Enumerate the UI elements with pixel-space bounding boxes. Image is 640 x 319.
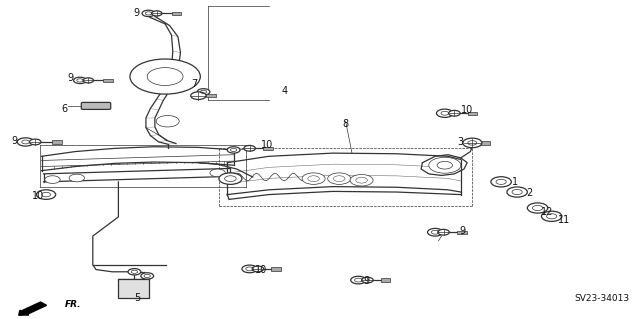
FancyArrow shape <box>19 302 47 315</box>
Circle shape <box>69 174 84 182</box>
Circle shape <box>141 273 154 279</box>
Text: 8: 8 <box>342 119 349 130</box>
Text: 6: 6 <box>61 104 67 114</box>
Circle shape <box>491 177 511 187</box>
Circle shape <box>156 115 179 127</box>
FancyBboxPatch shape <box>481 141 490 145</box>
Circle shape <box>429 157 461 173</box>
FancyBboxPatch shape <box>81 102 111 109</box>
Text: 2: 2 <box>527 188 533 198</box>
Circle shape <box>449 110 460 116</box>
Circle shape <box>428 228 443 236</box>
Text: 9: 9 <box>67 73 74 83</box>
FancyBboxPatch shape <box>206 94 216 97</box>
Text: 9: 9 <box>133 8 140 19</box>
Circle shape <box>45 176 60 183</box>
Circle shape <box>219 173 242 184</box>
Text: 10: 10 <box>461 105 473 115</box>
Circle shape <box>242 265 257 273</box>
FancyBboxPatch shape <box>381 278 390 282</box>
Circle shape <box>244 145 255 151</box>
Text: SV23-34013: SV23-34013 <box>574 294 629 303</box>
FancyBboxPatch shape <box>263 147 273 150</box>
Circle shape <box>36 190 56 199</box>
Circle shape <box>527 203 548 213</box>
Circle shape <box>350 174 373 186</box>
Text: 9: 9 <box>364 276 370 286</box>
FancyBboxPatch shape <box>457 231 467 234</box>
Circle shape <box>128 269 141 275</box>
Circle shape <box>74 77 86 84</box>
Text: 3: 3 <box>458 137 464 147</box>
FancyBboxPatch shape <box>103 79 113 82</box>
Circle shape <box>152 11 162 16</box>
Text: FR.: FR. <box>65 300 82 309</box>
FancyBboxPatch shape <box>271 267 281 271</box>
Circle shape <box>191 92 206 100</box>
Text: 12: 12 <box>541 207 553 217</box>
Text: 10: 10 <box>255 264 267 275</box>
Text: 9: 9 <box>460 226 466 236</box>
Circle shape <box>438 229 449 235</box>
Text: 10: 10 <box>32 191 45 201</box>
Circle shape <box>197 89 210 95</box>
Circle shape <box>464 139 481 147</box>
Circle shape <box>541 211 562 221</box>
Circle shape <box>17 138 34 146</box>
Circle shape <box>210 169 225 177</box>
Circle shape <box>227 147 240 153</box>
Text: 1: 1 <box>512 177 518 187</box>
FancyBboxPatch shape <box>468 112 477 115</box>
Circle shape <box>29 139 41 145</box>
Circle shape <box>142 10 155 17</box>
Circle shape <box>463 138 482 148</box>
Text: 9: 9 <box>12 136 18 146</box>
Text: 7: 7 <box>191 78 197 89</box>
Circle shape <box>362 277 373 283</box>
Circle shape <box>507 187 527 197</box>
Circle shape <box>436 109 453 117</box>
Text: 4: 4 <box>282 86 288 96</box>
Circle shape <box>302 173 325 184</box>
Text: 5: 5 <box>134 293 141 303</box>
Circle shape <box>83 78 93 83</box>
Text: 10: 10 <box>261 140 273 150</box>
FancyBboxPatch shape <box>172 12 181 15</box>
Circle shape <box>351 276 366 284</box>
Text: 11: 11 <box>558 215 570 225</box>
Circle shape <box>130 59 200 94</box>
FancyBboxPatch shape <box>118 279 149 298</box>
Circle shape <box>252 266 264 272</box>
FancyBboxPatch shape <box>52 140 62 144</box>
Circle shape <box>328 173 351 184</box>
